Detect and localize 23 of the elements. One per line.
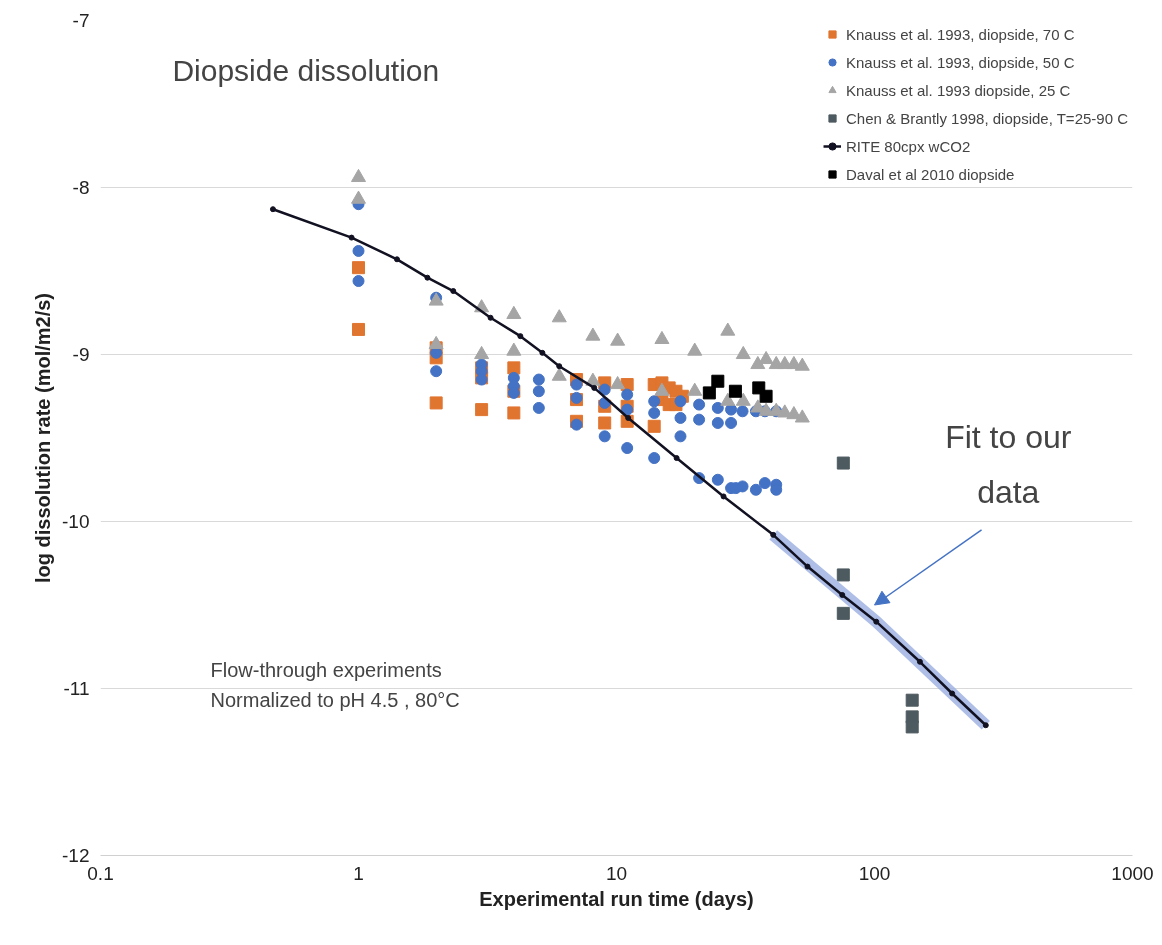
x-tick-label: 1000 (1111, 862, 1154, 884)
y-tick-label: -12 (62, 845, 90, 866)
legend-label: Knauss et al. 1993, diopside, 70 C (846, 25, 1075, 43)
x-axis-title: Experimental run time (days) (479, 887, 754, 910)
legend-label: Daval et al 2010 diopside (846, 165, 1015, 183)
x-tick-label: 10 (605, 862, 628, 884)
y-tick-label: -11 (63, 678, 90, 699)
x-tick-label: 0.1 (87, 862, 114, 884)
legend-label: RITE 80cpx wCO2 (846, 137, 971, 155)
annotation: Flow-through experiments (210, 658, 442, 681)
y-tick-label: -8 (72, 177, 90, 198)
y-tick-label: -10 (62, 511, 90, 532)
legend-label: Knauss et al. 1993, diopside, 50 C (846, 53, 1075, 71)
x-tick-label: 1 (353, 862, 364, 884)
x-tick-label: 100 (858, 862, 891, 884)
y-tick-label: -9 (72, 344, 90, 365)
legend-label: Knauss et al. 1993 diopside, 25 C (846, 81, 1071, 99)
annotation: Normalized to pH 4.5 , 80°C (210, 688, 460, 711)
text: Diopside dissolution (172, 54, 440, 88)
annotation: Fit to our data (945, 418, 1072, 510)
y-tick-label: -7 (72, 10, 90, 31)
y-axis-title: log dissolution rate (mol/m2/s) (32, 292, 55, 584)
legend-label: Chen & Brantly 1998, diopside, T=25-90 C (846, 109, 1128, 127)
